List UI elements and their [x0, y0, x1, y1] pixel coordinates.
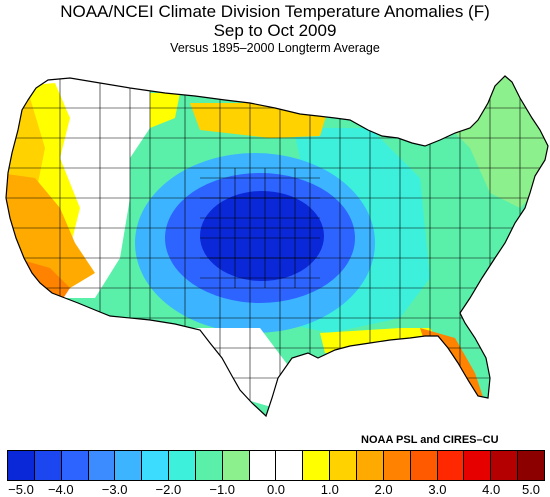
color-swatch-18 [491, 451, 519, 480]
tick-label: 3.0 [428, 482, 447, 497]
tick-label: −4.0 [47, 482, 74, 497]
color-swatch-0 [8, 451, 35, 480]
color-swatch-16 [437, 451, 465, 480]
tick-label: −2.0 [155, 482, 182, 497]
color-swatch-5 [142, 451, 170, 480]
color-swatch-4 [115, 451, 143, 480]
color-swatch-2 [61, 451, 89, 480]
color-swatch-12 [330, 451, 357, 480]
us-outline [5, 75, 549, 418]
color-swatch-14 [383, 451, 411, 480]
color-swatch-19 [518, 451, 544, 480]
color-scale-ticks: −5.0 −4.0 −3.0 −2.0 −1.0 0.0 1.0 2.0 3.0 4.0 5.0 [0, 482, 550, 497]
tick-label: 4.0 [482, 482, 501, 497]
color-swatch-13 [356, 451, 384, 480]
color-swatch-1 [34, 451, 62, 480]
color-swatch-3 [88, 451, 116, 480]
region-central-plains-cold-core [200, 191, 324, 281]
color-swatch-15 [410, 451, 438, 480]
tick-label: −5.0 [8, 482, 34, 497]
color-scale-bar [7, 450, 545, 481]
tick-label: 1.0 [320, 482, 339, 497]
tick-label: −1.0 [209, 482, 236, 497]
map-baseline: Versus 1895–2000 Longterm Average [170, 41, 380, 55]
color-swatch-8 [222, 451, 250, 480]
color-swatch-9 [249, 451, 277, 480]
map-period: Sep to Oct 2009 [213, 21, 337, 40]
anomaly-fill-layer [6, 76, 548, 416]
credit-label: NOAA PSL and CIRES–CU [361, 434, 499, 446]
tick-label: −3.0 [101, 482, 128, 497]
tick-label: 2.0 [374, 482, 393, 497]
color-swatch-11 [303, 451, 331, 480]
us-anomaly-map [5, 75, 549, 418]
color-swatch-7 [195, 451, 223, 480]
map-title: NOAA/NCEI Climate Division Temperature A… [60, 2, 490, 21]
tick-label: 0.0 [266, 482, 286, 497]
color-swatch-10 [276, 451, 304, 480]
tick-label: 5.0 [521, 482, 541, 497]
color-swatch-6 [169, 451, 196, 480]
color-swatch-17 [464, 451, 492, 480]
